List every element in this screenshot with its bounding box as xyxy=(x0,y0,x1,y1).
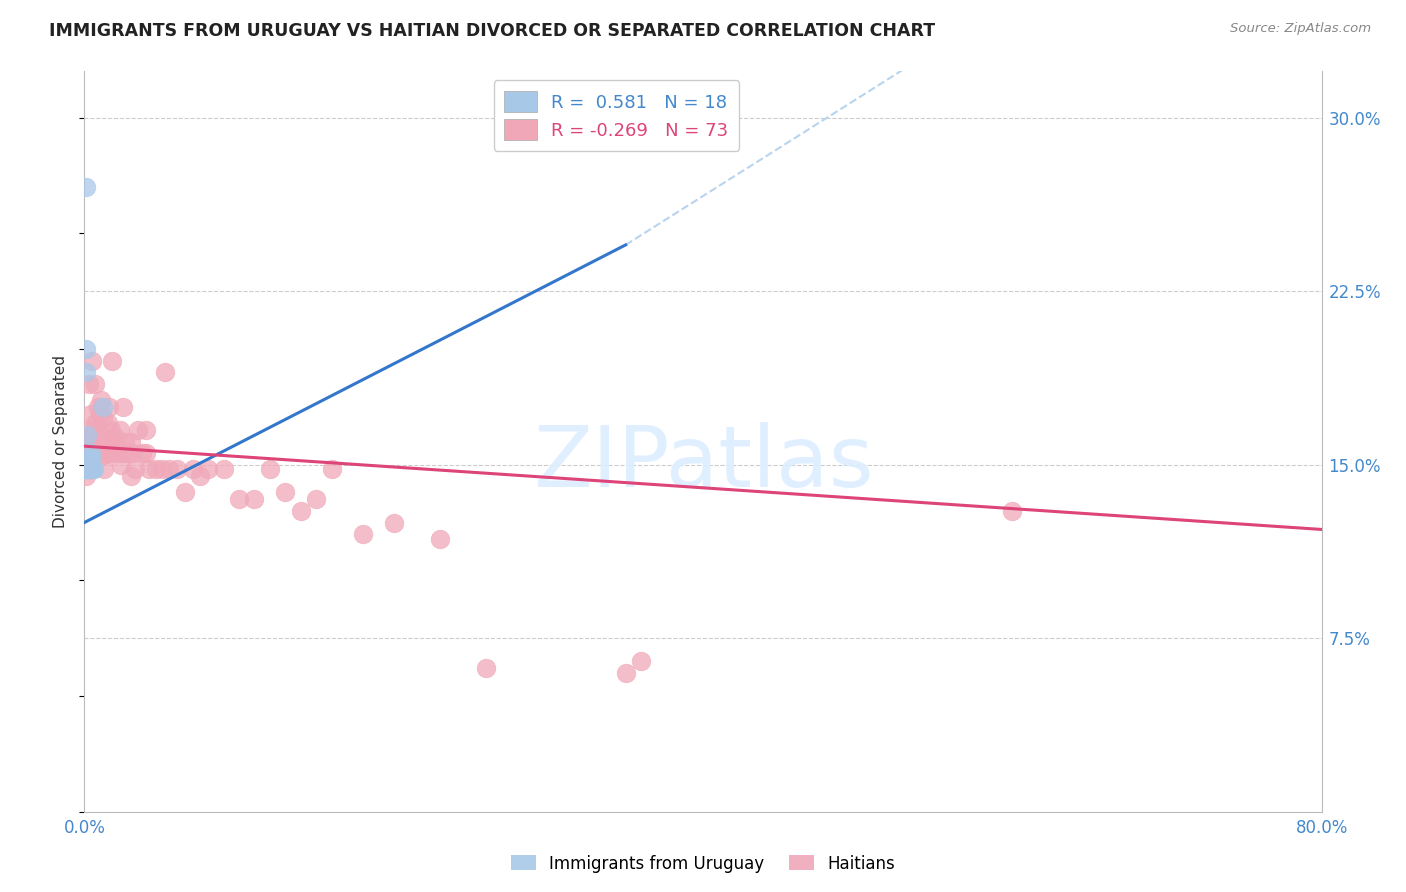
Legend: R =  0.581   N = 18, R = -0.269   N = 73: R = 0.581 N = 18, R = -0.269 N = 73 xyxy=(494,80,740,151)
Point xyxy=(79,430,101,444)
Point xyxy=(83,423,105,437)
Point xyxy=(153,365,176,379)
Point xyxy=(112,400,135,414)
Point xyxy=(89,407,111,421)
Point xyxy=(76,427,98,442)
Point xyxy=(188,469,211,483)
Point xyxy=(135,446,157,460)
Point xyxy=(84,416,107,430)
Point xyxy=(197,462,219,476)
Point xyxy=(82,353,104,368)
Text: Source: ZipAtlas.com: Source: ZipAtlas.com xyxy=(1230,22,1371,36)
Point xyxy=(274,485,297,500)
Point xyxy=(77,446,100,460)
Point xyxy=(77,462,100,476)
Point xyxy=(120,469,142,483)
Point xyxy=(259,462,281,476)
Y-axis label: Divorced or Separated: Divorced or Separated xyxy=(53,355,69,528)
Point xyxy=(79,462,101,476)
Point xyxy=(91,411,114,425)
Point xyxy=(321,462,343,476)
Point xyxy=(75,469,97,483)
Point xyxy=(90,392,112,407)
Point xyxy=(82,462,104,476)
Point xyxy=(112,446,135,460)
Point xyxy=(105,439,128,453)
Point xyxy=(135,423,157,437)
Point xyxy=(76,462,98,476)
Point xyxy=(91,449,114,463)
Point xyxy=(96,446,118,460)
Point xyxy=(127,423,149,437)
Point xyxy=(429,532,451,546)
Point xyxy=(93,462,115,476)
Point xyxy=(75,462,97,476)
Point xyxy=(1001,504,1024,518)
Point xyxy=(138,462,160,476)
Point xyxy=(181,462,204,476)
Point xyxy=(98,400,121,414)
Point xyxy=(108,423,131,437)
Point xyxy=(290,504,312,518)
Point xyxy=(212,462,235,476)
Point xyxy=(76,430,98,444)
Point xyxy=(76,462,98,476)
Legend: Immigrants from Uruguay, Haitians: Immigrants from Uruguay, Haitians xyxy=(505,848,901,880)
Point xyxy=(630,654,652,668)
Point xyxy=(79,450,101,465)
Point xyxy=(75,342,97,356)
Point xyxy=(166,462,188,476)
Point xyxy=(87,400,110,414)
Point xyxy=(305,492,328,507)
Point xyxy=(89,427,111,442)
Point xyxy=(75,365,97,379)
Point xyxy=(75,180,97,194)
Point xyxy=(107,446,129,460)
Point xyxy=(104,430,127,444)
Point xyxy=(96,416,118,430)
Point xyxy=(124,462,146,476)
Point xyxy=(101,446,124,460)
Point xyxy=(77,453,100,467)
Point xyxy=(79,407,101,421)
Point xyxy=(75,446,97,460)
Point xyxy=(77,423,100,437)
Point xyxy=(76,458,98,472)
Point xyxy=(228,492,250,507)
Point xyxy=(101,353,124,368)
Point xyxy=(110,458,132,472)
Point xyxy=(117,446,139,460)
Point xyxy=(94,434,117,449)
Point xyxy=(614,665,637,680)
Point xyxy=(159,462,180,476)
Point xyxy=(121,446,143,460)
Point xyxy=(91,400,114,414)
Point xyxy=(82,462,104,476)
Point xyxy=(77,376,100,391)
Point xyxy=(352,527,374,541)
Point xyxy=(83,462,105,476)
Point xyxy=(150,462,173,476)
Point xyxy=(84,376,107,391)
Point xyxy=(82,462,104,476)
Point xyxy=(174,485,197,500)
Point xyxy=(243,492,266,507)
Text: IMMIGRANTS FROM URUGUAY VS HAITIAN DIVORCED OR SEPARATED CORRELATION CHART: IMMIGRANTS FROM URUGUAY VS HAITIAN DIVOR… xyxy=(49,22,935,40)
Point xyxy=(77,462,100,476)
Point xyxy=(87,446,110,460)
Point xyxy=(114,434,136,449)
Point xyxy=(75,462,97,476)
Text: ZIPatlas: ZIPatlas xyxy=(533,422,873,505)
Point xyxy=(382,516,405,530)
Point xyxy=(475,661,498,675)
Point xyxy=(103,434,125,449)
Point xyxy=(79,446,101,460)
Point xyxy=(100,423,122,437)
Point xyxy=(145,462,167,476)
Point xyxy=(120,434,142,449)
Point xyxy=(131,446,153,460)
Point xyxy=(86,434,108,449)
